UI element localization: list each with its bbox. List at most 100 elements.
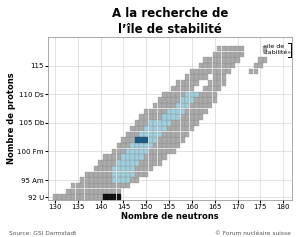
Bar xyxy=(135,143,139,148)
Bar xyxy=(226,69,230,74)
Bar xyxy=(144,143,148,148)
Bar xyxy=(144,172,148,177)
Bar xyxy=(212,86,217,91)
Bar xyxy=(98,183,103,188)
Bar xyxy=(185,91,189,97)
Bar xyxy=(103,189,107,194)
Bar xyxy=(171,149,176,154)
Bar xyxy=(217,74,221,80)
Bar xyxy=(158,155,162,160)
Bar xyxy=(148,143,153,148)
Bar xyxy=(217,51,221,57)
Bar xyxy=(190,86,194,91)
Bar xyxy=(135,120,139,126)
Bar xyxy=(112,155,116,160)
Bar xyxy=(167,126,171,131)
Bar xyxy=(199,69,203,74)
Bar xyxy=(144,155,148,160)
Bar xyxy=(176,97,180,103)
Bar xyxy=(217,63,221,68)
Bar xyxy=(171,109,176,114)
Bar xyxy=(158,109,162,114)
Bar xyxy=(148,132,153,137)
Bar xyxy=(126,166,130,171)
Bar xyxy=(112,160,116,166)
Bar xyxy=(135,166,139,171)
Bar xyxy=(254,69,258,74)
Bar xyxy=(130,160,135,166)
Bar xyxy=(212,74,217,80)
Bar xyxy=(135,177,139,183)
Text: Source: GSI Darmstadt: Source: GSI Darmstadt xyxy=(9,231,76,236)
Bar xyxy=(112,183,116,188)
Bar xyxy=(148,166,153,171)
Bar xyxy=(222,74,226,80)
Bar xyxy=(153,132,158,137)
Bar xyxy=(117,177,121,183)
Bar xyxy=(158,143,162,148)
Bar xyxy=(162,143,167,148)
Bar xyxy=(148,109,153,114)
Bar xyxy=(121,160,125,166)
Bar xyxy=(140,149,144,154)
Bar xyxy=(85,183,89,188)
Text: «ile de
stabilité»: «ile de stabilité» xyxy=(262,44,292,55)
Bar xyxy=(107,155,112,160)
Bar xyxy=(130,166,135,171)
Bar xyxy=(89,194,94,200)
Bar xyxy=(162,114,167,120)
Bar xyxy=(162,155,167,160)
Bar xyxy=(190,120,194,126)
Bar xyxy=(153,149,158,154)
Bar xyxy=(162,91,167,97)
Bar xyxy=(144,166,148,171)
Bar xyxy=(89,172,94,177)
Bar xyxy=(153,143,158,148)
Bar xyxy=(181,120,185,126)
Bar xyxy=(231,57,235,63)
Bar xyxy=(212,57,217,63)
Bar xyxy=(112,189,116,194)
Bar xyxy=(226,51,230,57)
Bar xyxy=(66,194,71,200)
Bar xyxy=(158,137,162,143)
Bar xyxy=(162,126,167,131)
Bar xyxy=(181,132,185,137)
Bar xyxy=(263,46,267,51)
Bar xyxy=(162,137,167,143)
Bar xyxy=(199,109,203,114)
Bar xyxy=(217,57,221,63)
Bar xyxy=(185,126,189,131)
Bar xyxy=(107,177,112,183)
Bar xyxy=(185,74,189,80)
Bar xyxy=(94,166,98,171)
Bar xyxy=(135,155,139,160)
Bar xyxy=(71,194,75,200)
Bar xyxy=(171,120,176,126)
Bar xyxy=(162,120,167,126)
Bar xyxy=(171,97,176,103)
Bar xyxy=(231,63,235,68)
Bar xyxy=(203,91,208,97)
Bar xyxy=(103,194,107,200)
Bar xyxy=(190,103,194,108)
Bar xyxy=(171,114,176,120)
Bar xyxy=(203,86,208,91)
Bar xyxy=(235,57,240,63)
Bar xyxy=(162,132,167,137)
Bar xyxy=(181,103,185,108)
Bar xyxy=(148,155,153,160)
Bar xyxy=(117,149,121,154)
Bar xyxy=(66,189,71,194)
Bar xyxy=(181,97,185,103)
Bar xyxy=(190,109,194,114)
Bar xyxy=(57,194,62,200)
Bar xyxy=(167,109,171,114)
Title: A la recherche de
l’île de stabilité: A la recherche de l’île de stabilité xyxy=(112,7,228,36)
Bar xyxy=(140,166,144,171)
Bar xyxy=(103,177,107,183)
Bar xyxy=(148,149,153,154)
Bar xyxy=(203,97,208,103)
Bar xyxy=(222,63,226,68)
Bar xyxy=(126,149,130,154)
